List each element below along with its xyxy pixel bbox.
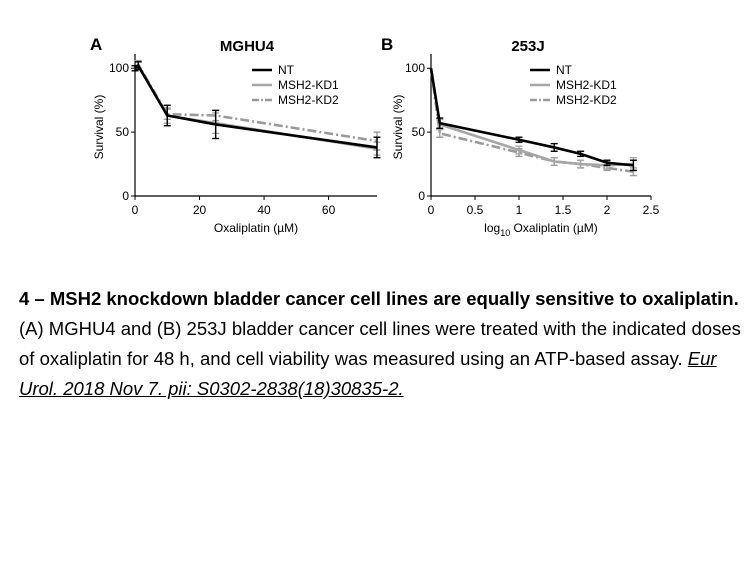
x-tick-label: 60 [322,203,336,217]
x-tick-label: 0 [132,203,139,217]
series-line [134,63,378,151]
y-axis-label: Survival (%) [391,95,405,160]
caption-text: (A) MGHU4 and (B) 253J bladder cancer ce… [19,318,741,369]
caption-heading: 4 – MSH2 knockdown bladder cancer cell l… [19,288,739,309]
x-tick-label: 40 [257,203,271,217]
caption-body: (A) MGHU4 and (B) 253J bladder cancer ce… [19,314,749,404]
legend-entry: MSH2-KD1 [278,78,339,92]
y-axis-label: Survival (%) [92,95,106,160]
x-tick-label: 1 [516,203,523,217]
y-tick-label: 100 [405,61,425,75]
y-tick-label: 0 [418,189,425,203]
legend-entry: MSH2-KD2 [278,93,339,107]
x-axis-label: log10 Oxaliplatin (µM) [484,221,598,238]
chart-title: MGHU4 [220,38,275,55]
legend-entry: NT [278,63,295,77]
x-axis-label-part: Oxaliplatin (µM) [510,221,598,235]
x-axis-label-part: log [484,221,500,235]
y-tick-label: 100 [109,61,129,75]
x-tick-label: 2 [604,203,611,217]
series-msh2-kd1 [131,61,381,156]
series-nt [429,68,637,172]
x-tick-label: 20 [193,203,207,217]
figure-caption: 4 – MSH2 knockdown bladder cancer cell l… [19,284,749,404]
legend-entry: MSH2-KD2 [556,93,617,107]
y-tick-label: 50 [412,125,426,139]
x-tick-label: 0.5 [467,203,484,217]
legend-entry: MSH2-KD1 [556,78,617,92]
legend-entry: NT [556,63,573,77]
chart-panel-b: B 253J 0 50 100 0 0.5 1 1.5 2 2.5 Survival (%) log10… [381,35,660,238]
x-axis-label: Oxaliplatin (µM) [214,221,298,235]
panel-label: A [90,35,102,54]
chart-title: 253J [511,38,544,55]
series-line [134,63,378,149]
panel-label: B [381,35,393,54]
x-tick-label: 0 [428,203,435,217]
citation-link[interactable]: Eur Urol. 2018 Nov 7. pii: S0302-2838(18… [19,348,717,399]
series-nt [131,61,381,159]
x-tick-label: 2.5 [643,203,660,217]
x-axis-label-subscript: 10 [500,228,510,238]
y-tick-label: 50 [116,125,130,139]
chart-panel-a: A MGHU4 0 50 100 0 20 40 60 Survival (%) Oxaliplat… [90,35,381,235]
x-tick-label: 1.5 [555,203,572,217]
y-tick-label: 0 [122,189,129,203]
